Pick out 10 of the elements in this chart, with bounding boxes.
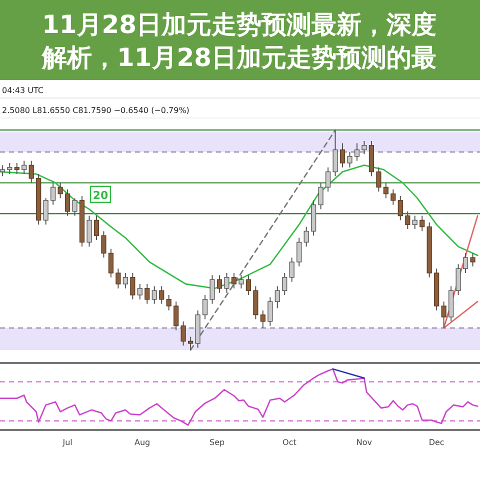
x-tick-label: Oct: [282, 438, 296, 447]
x-tick-label: Dec: [428, 438, 444, 447]
x-tick-label: Nov: [356, 438, 372, 447]
x-tick-label: Aug: [134, 438, 150, 447]
x-tick-label: Jul: [62, 438, 72, 447]
annotation: 20: [92, 188, 108, 202]
text: 2.5080 L81.6550 C81.7590 −0.6540 (−0.79%): [2, 106, 190, 115]
text: 04:43 UTC: [2, 86, 44, 95]
chart-title: 11月28日加元走势预测最新，深度解析，11月28日加元走势预测的最: [41, 10, 437, 72]
x-tick-label: Sep: [210, 438, 225, 447]
